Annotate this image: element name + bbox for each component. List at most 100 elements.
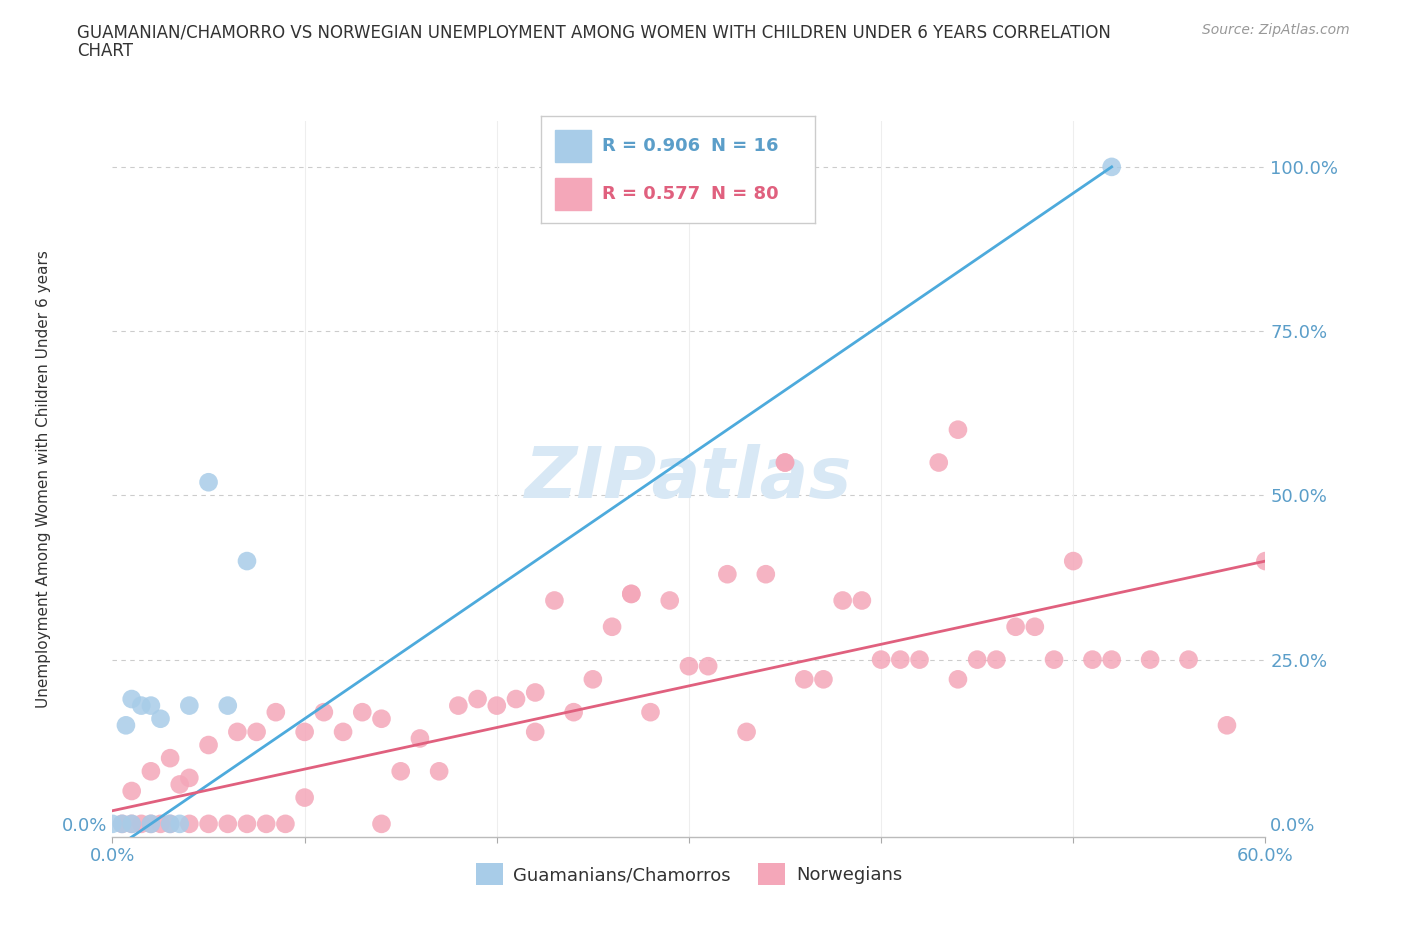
Point [908,652,931,667]
Point [246,724,269,739]
Point [121,817,143,831]
Text: N = 80: N = 80 [711,185,779,204]
Point [485,698,508,713]
Point [793,671,815,686]
Point [1043,652,1066,667]
Point [467,692,489,707]
Point [370,817,392,831]
Point [169,777,191,791]
Point [831,593,853,608]
Point [678,658,700,673]
Point [139,817,162,831]
Point [562,705,585,720]
Point [111,817,134,831]
Text: Source: ZipAtlas.com: Source: ZipAtlas.com [1202,23,1350,37]
Text: R = 0.577: R = 0.577 [602,185,700,204]
Point [1216,718,1239,733]
Point [773,455,796,470]
Text: GUAMANIAN/CHAMORRO VS NORWEGIAN UNEMPLOYMENT AMONG WOMEN WITH CHILDREN UNDER 6 Y: GUAMANIAN/CHAMORRO VS NORWEGIAN UNEMPLOY… [77,23,1111,41]
Point [121,817,143,831]
Point [505,692,527,707]
Point [159,817,181,831]
Point [264,705,287,720]
Point [332,724,354,739]
Point [159,817,181,831]
Point [294,724,316,739]
Point [121,784,143,799]
Point [735,724,758,739]
Point [640,705,662,720]
Point [217,698,239,713]
Point [197,475,219,490]
Point [697,658,720,673]
Point [524,685,547,700]
Point [254,817,277,831]
Point [129,817,153,831]
Point [870,652,893,667]
Point [1177,652,1199,667]
Bar [555,130,591,162]
Point [169,817,191,831]
Point [755,566,778,581]
Point [197,817,219,831]
Point [226,724,249,739]
Point [620,587,643,602]
Bar [555,179,591,210]
Point [773,455,796,470]
Point [101,817,124,831]
Point [111,817,134,831]
Legend: Guamanians/Chamorros, Norwegians: Guamanians/Chamorros, Norwegians [468,856,910,893]
Point [312,705,335,720]
Text: R = 0.906: R = 0.906 [602,138,700,155]
Point [1062,553,1084,568]
Point [236,817,259,831]
Point [1024,619,1046,634]
Point [274,817,297,831]
Point [294,790,316,805]
Point [139,764,162,778]
Point [946,422,969,437]
Text: N = 16: N = 16 [711,138,779,155]
Point [1101,159,1123,174]
Point [582,671,605,686]
Point [716,566,738,581]
Point [1139,652,1161,667]
Point [889,652,911,667]
Point [524,724,547,739]
Point [115,718,138,733]
Y-axis label: Unemployment Among Women with Children Under 6 years: Unemployment Among Women with Children U… [37,250,51,708]
Point [946,671,969,686]
Point [139,698,162,713]
Point [389,764,412,778]
Point [121,692,143,707]
Point [149,817,172,831]
Point [1004,619,1026,634]
Point [217,817,239,831]
Point [159,751,181,765]
Point [1081,652,1104,667]
Text: CHART: CHART [77,42,134,60]
Point [1101,652,1123,667]
Point [197,737,219,752]
Point [139,817,162,831]
Point [409,731,432,746]
Point [658,593,681,608]
Point [851,593,873,608]
Point [179,698,201,713]
Point [236,553,259,568]
Point [966,652,988,667]
Point [986,652,1008,667]
Point [928,455,950,470]
Text: ZIPatlas: ZIPatlas [526,445,852,513]
Point [447,698,470,713]
Point [149,711,172,726]
Point [179,770,201,785]
Point [352,705,374,720]
Point [813,671,835,686]
Point [1254,553,1277,568]
Point [370,711,392,726]
Point [620,587,643,602]
Point [427,764,450,778]
Point [543,593,565,608]
Point [179,817,201,831]
